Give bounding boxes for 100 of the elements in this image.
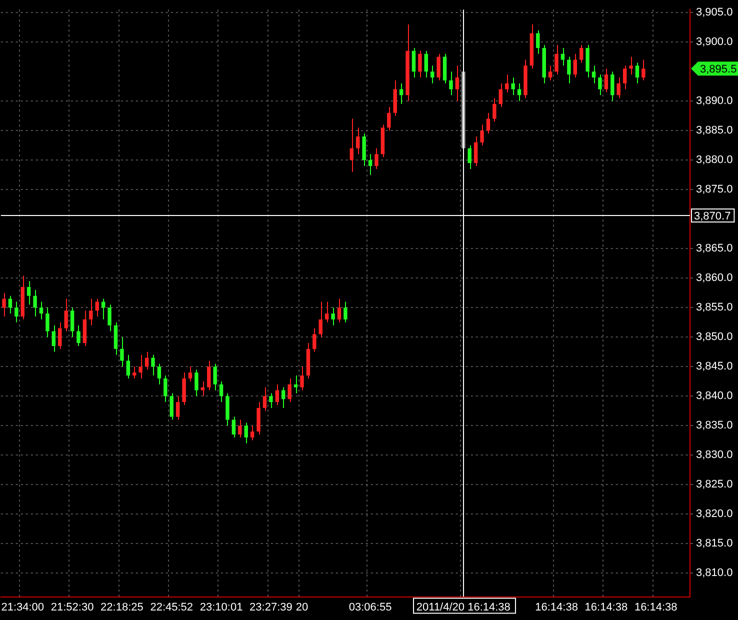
candlestick (232, 416, 236, 438)
candlestick (89, 298, 93, 326)
x-tick-label: 16:14:38 (634, 601, 678, 614)
candlestick (82, 310, 87, 346)
candlestick (387, 106, 391, 132)
candlestick (182, 372, 186, 406)
candlestick (368, 154, 372, 176)
candlestick (282, 386, 286, 408)
candlestick (350, 118, 354, 172)
candlestick (52, 324, 56, 352)
candlestick (498, 82, 503, 108)
y-tick-label: 3,875.0 (696, 184, 733, 196)
candlestick (64, 298, 68, 332)
x-tick-label: 16:14:38 (584, 601, 628, 614)
candlestick (151, 354, 155, 376)
y-tick-label: 3,905.0 (696, 6, 733, 19)
candlestick (642, 59, 646, 81)
candlestick (207, 360, 211, 391)
candlestick (39, 301, 44, 320)
candlestick (622, 65, 627, 90)
x-tick-label: 22:45:52 (150, 601, 194, 614)
y-tick-label: 3,850.0 (696, 331, 733, 344)
y-tick-label: 3,825.0 (696, 478, 733, 491)
candlestick (598, 74, 602, 96)
candlestick (294, 374, 298, 394)
y-tick-label: 3,860.0 (696, 272, 733, 284)
candlestick (629, 56, 633, 76)
candlestick (616, 76, 620, 99)
y-tick-label: 3,900.0 (696, 36, 733, 48)
x-tick-label: 23:10:01 (200, 601, 243, 614)
candlestick (567, 56, 571, 84)
x-tick-label: 03:06:55 (348, 601, 392, 614)
candlestick (337, 298, 342, 323)
candlestick (573, 53, 578, 78)
candlestick (114, 322, 118, 356)
candlestick (76, 324, 80, 346)
candlestick (442, 53, 447, 84)
candlestick (256, 402, 260, 436)
candlestick (312, 328, 316, 352)
candlestick (33, 289, 37, 317)
candlestick (157, 363, 162, 385)
candlestick (424, 50, 428, 78)
candlestick (288, 378, 292, 403)
candlestick (262, 386, 267, 412)
candlestick (269, 392, 273, 408)
candlestick (610, 71, 614, 102)
y-tick-label: 3,855.0 (696, 302, 733, 314)
candlestick (511, 76, 515, 96)
candlestick (331, 307, 335, 326)
candlestick (176, 396, 180, 420)
candlestick (213, 363, 217, 391)
candlestick (492, 98, 496, 122)
y-tick-label: 3,845.0 (696, 360, 733, 373)
candlestick (430, 65, 434, 84)
candlestick (635, 62, 640, 84)
candlestick (101, 298, 106, 320)
candlestick (226, 392, 230, 426)
y-tick-label: 3,880.0 (696, 154, 733, 166)
candlestick (170, 392, 174, 420)
candlestick (592, 65, 596, 84)
candlestick (344, 301, 348, 323)
candlestick (188, 366, 192, 382)
candlestick (300, 366, 304, 391)
x-tick-label: 21:34:00 (1, 601, 44, 614)
candlestick (250, 425, 254, 441)
candlestick (132, 366, 136, 379)
candlestick (14, 301, 18, 323)
candlestick (560, 47, 565, 66)
y-tick-label: 3,820.0 (696, 508, 733, 520)
candlestick (164, 374, 168, 403)
ref-line-label: 3,870.7 (694, 210, 731, 223)
y-tick-label: 3,810.0 (696, 567, 733, 580)
candlestick (536, 30, 540, 54)
candlestick (412, 47, 416, 78)
candlestick (58, 322, 62, 350)
candlestick (144, 351, 149, 370)
candlestick (455, 65, 460, 102)
candlestick (449, 71, 453, 96)
candlestick (362, 133, 366, 166)
candlestick (70, 307, 74, 338)
x-tick-label: 16:14:38 (535, 601, 578, 614)
y-tick-label: 3,890.0 (696, 95, 733, 108)
candlestick (604, 68, 608, 93)
y-tick-label: 3,840.0 (696, 390, 733, 402)
y-tick-label: 3,835.0 (696, 420, 733, 432)
candlestick (474, 136, 478, 166)
x-tick-label: 21:52:30 (50, 601, 94, 614)
candlestick (468, 144, 472, 170)
y-tick-label: 3,815.0 (696, 538, 733, 550)
candlestick (275, 384, 280, 406)
candlestick (374, 148, 378, 170)
candlestick (244, 422, 248, 444)
candlestick (418, 50, 422, 78)
candlestick (26, 280, 31, 306)
y-tick-label: 3,885.0 (696, 124, 733, 137)
candlestick (238, 419, 242, 438)
candlestick (486, 112, 490, 134)
y-tick-label: 3,830.0 (696, 449, 733, 462)
candlestick (318, 301, 322, 338)
x-tick-label: 20 (296, 601, 308, 614)
